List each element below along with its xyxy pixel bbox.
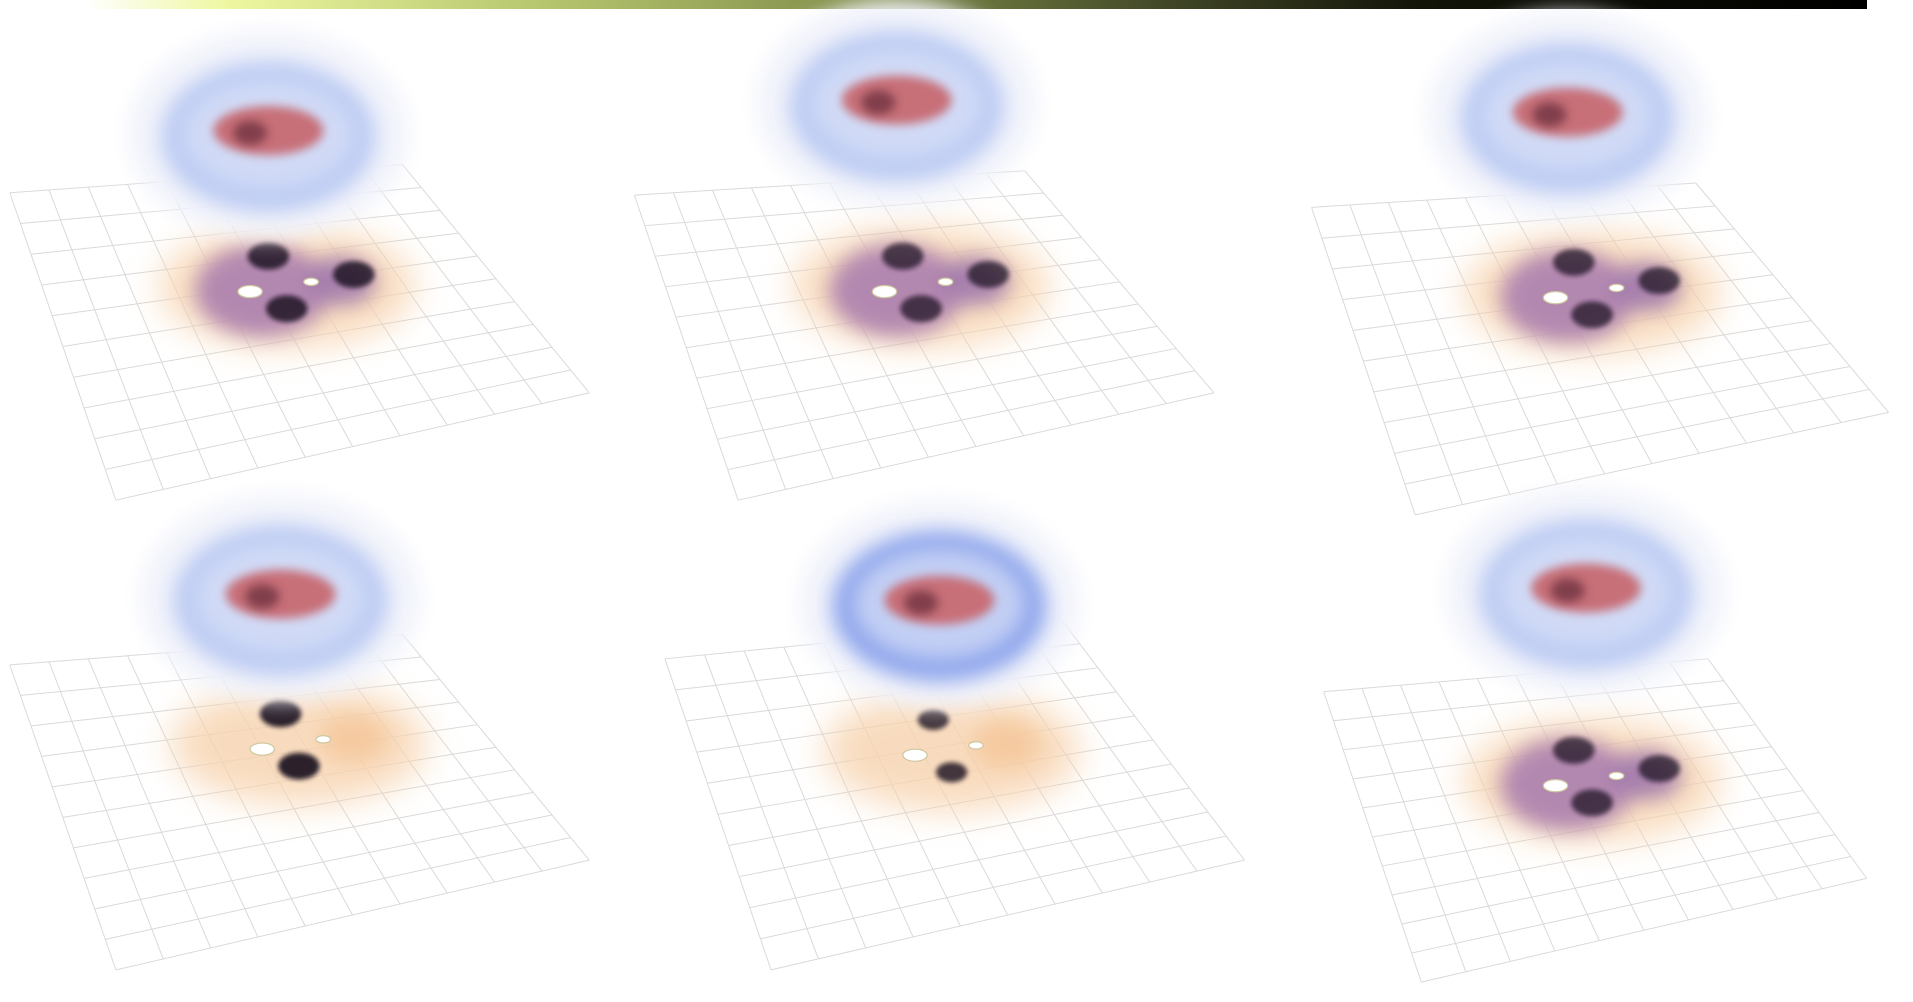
density-peak (882, 242, 924, 270)
nucleus (1542, 778, 1569, 793)
surface-core (213, 106, 324, 155)
grid-line (83, 323, 534, 409)
grid-line (402, 164, 590, 394)
grid-line (770, 859, 1245, 971)
density-peak (1571, 301, 1613, 329)
surface-peak (904, 590, 939, 615)
grid-line (1421, 877, 1867, 983)
nucleus (303, 277, 320, 287)
grid-line (737, 392, 1215, 501)
surface-core (1531, 563, 1641, 613)
panel (633, 0, 1215, 501)
density-peak (247, 242, 290, 270)
grid-line (94, 346, 553, 440)
nucleus (1608, 283, 1625, 293)
grid-line (1394, 366, 1851, 454)
surface-peak (233, 120, 268, 146)
surface-peak (1532, 102, 1567, 127)
grid-line (1404, 388, 1870, 485)
grid-line (985, 172, 1167, 404)
grid-line (362, 167, 543, 404)
grid-line (1695, 182, 1889, 413)
grid-line (1373, 320, 1812, 393)
grid-line (73, 769, 515, 849)
grid-line (739, 787, 1190, 878)
density-peak (278, 752, 320, 780)
nucleus (1542, 290, 1569, 305)
surface-peak (861, 90, 896, 115)
grid-line (760, 835, 1227, 940)
grid-line (115, 859, 590, 971)
grid-line (1384, 343, 1831, 424)
density-peak (936, 762, 968, 783)
grid-line (1024, 170, 1215, 394)
nucleus (902, 748, 928, 762)
nucleus (315, 735, 332, 744)
grid-line (1391, 812, 1820, 896)
grid-line (83, 791, 534, 879)
grid-line (717, 347, 1177, 440)
grid-line (1669, 661, 1823, 890)
grid-line (105, 369, 571, 470)
density-halo (170, 683, 428, 806)
grid-line (94, 814, 553, 910)
grid-line (749, 811, 1208, 909)
surface-core (841, 75, 952, 125)
panel (9, 30, 590, 501)
grid-line (1656, 185, 1842, 423)
grid-line (1707, 658, 1867, 879)
density-peak (333, 261, 375, 288)
density-peak (967, 261, 1009, 288)
grid-line (1415, 411, 1889, 516)
density-lobe (972, 719, 1041, 769)
density-peak (1553, 736, 1595, 764)
panel (664, 500, 1245, 971)
grid-line (727, 370, 1196, 471)
grid-line (1401, 834, 1835, 925)
panels (9, 0, 1889, 983)
density-peak (1553, 248, 1595, 276)
surface-core (225, 569, 336, 619)
density-halo (823, 689, 1080, 812)
nucleus (1608, 771, 1625, 781)
nucleus (871, 284, 898, 299)
surface-core (884, 575, 995, 625)
nucleus (249, 742, 276, 756)
density-peak (917, 709, 949, 730)
panel (9, 494, 590, 971)
colorbar (85, 0, 1867, 9)
grid-line (402, 634, 590, 861)
nucleus (937, 277, 954, 287)
panel (1311, 12, 1889, 516)
density-peak (1638, 755, 1680, 783)
density-peak (1638, 267, 1680, 295)
nucleus (237, 284, 263, 299)
surface-core (1512, 87, 1623, 137)
density-peak (259, 700, 302, 728)
density-peak (1571, 789, 1613, 817)
surface-peak (1550, 578, 1585, 603)
density-peak (900, 295, 942, 323)
grid-line (362, 637, 543, 872)
density-lobe (319, 713, 388, 763)
panel (1323, 488, 1867, 983)
grid-line (105, 837, 571, 940)
grid-line (115, 392, 590, 501)
nucleus (968, 741, 984, 750)
density-peak (265, 295, 308, 323)
surface-peak (245, 584, 280, 609)
grid-line (1411, 855, 1851, 954)
grid-line (1061, 619, 1245, 861)
grid-line (706, 325, 1158, 410)
